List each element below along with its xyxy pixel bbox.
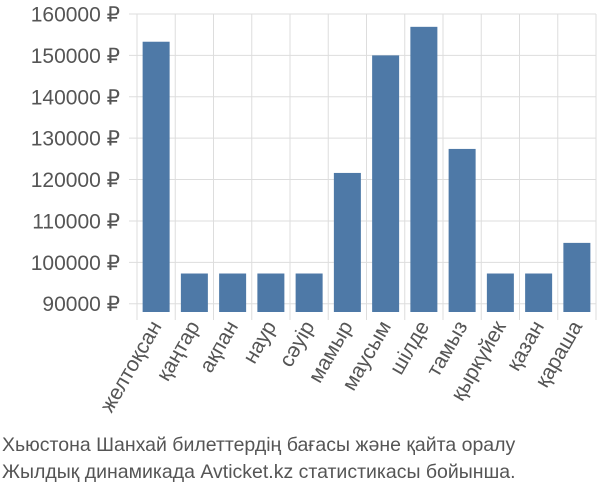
bar (142, 41, 170, 312)
y-tick-label: 140000 ₽ (31, 86, 120, 109)
y-tick-label: 120000 ₽ (31, 169, 120, 192)
chart-caption-line-1: Хьюстона Шанхай билеттердің бағасы және … (2, 434, 516, 456)
chart-caption-line-2: Жылдық динамикада Avticket.kz статистика… (2, 461, 516, 483)
x-tick-label: ақпан (195, 317, 243, 377)
bar (257, 273, 285, 312)
y-tick-label: 160000 ₽ (31, 4, 120, 27)
bar (333, 172, 361, 312)
y-tick-label: 130000 ₽ (31, 128, 120, 151)
bar (563, 242, 591, 312)
bar (448, 148, 476, 312)
bar (219, 273, 247, 312)
y-tick-label: 90000 ₽ (42, 293, 120, 316)
bar (410, 26, 438, 312)
bar (372, 55, 400, 313)
y-tick-label: 100000 ₽ (31, 252, 120, 275)
y-tick-label: 150000 ₽ (31, 45, 120, 68)
bar (486, 273, 514, 312)
bar (295, 273, 323, 312)
bar (180, 273, 208, 312)
bar-chart: 90000 ₽ 100000 ₽ 110000 ₽ 120000 ₽ 130000 ₽ 1… (31, 4, 597, 416)
bar (525, 273, 553, 312)
y-tick-label: 110000 ₽ (32, 210, 120, 233)
